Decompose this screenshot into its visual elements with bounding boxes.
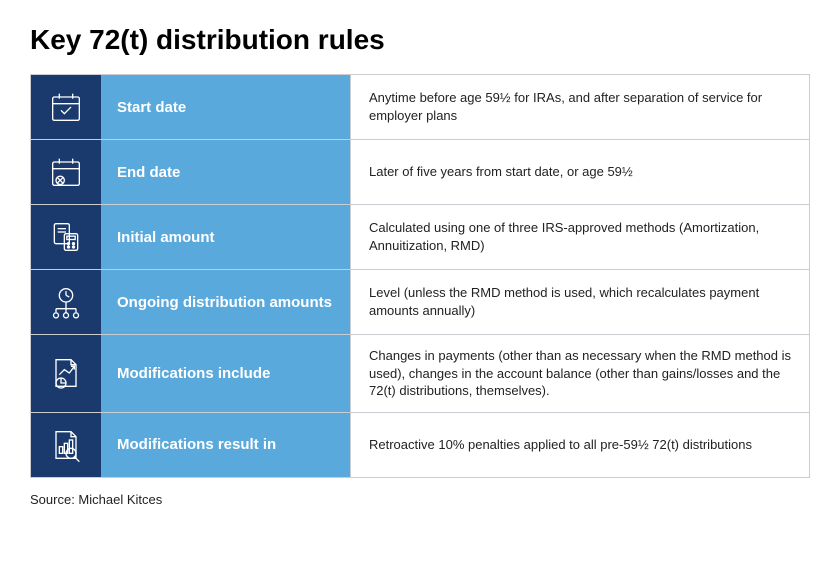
row-desc: Later of five years from start date, or … [351, 140, 809, 204]
row-label: Modifications include [101, 335, 351, 412]
table-row: Ongoing distribution amounts Level (unle… [31, 270, 809, 335]
calendar-x-icon [31, 140, 101, 204]
clock-nodes-icon [31, 270, 101, 334]
doc-pie-arrow-icon [31, 335, 101, 412]
calculator-doc-icon [31, 205, 101, 269]
page-title: Key 72(t) distribution rules [30, 24, 810, 56]
doc-bar-magnify-icon [31, 413, 101, 477]
row-label: End date [101, 140, 351, 204]
row-label: Start date [101, 75, 351, 139]
row-desc: Retroactive 10% penalties applied to all… [351, 413, 809, 477]
table-row: End date Later of five years from start … [31, 140, 809, 205]
row-desc: Changes in payments (other than as neces… [351, 335, 809, 412]
rules-table: Start date Anytime before age 59½ for IR… [30, 74, 810, 478]
row-label: Modifications result in [101, 413, 351, 477]
row-label: Ongoing distribution amounts [101, 270, 351, 334]
table-row: Modifications result in Retroactive 10% … [31, 413, 809, 477]
row-label: Initial amount [101, 205, 351, 269]
row-desc: Level (unless the RMD method is used, wh… [351, 270, 809, 334]
source-attribution: Source: Michael Kitces [30, 492, 810, 507]
table-row: Start date Anytime before age 59½ for IR… [31, 75, 809, 140]
table-row: Modifications include Changes in payment… [31, 335, 809, 413]
calendar-check-icon [31, 75, 101, 139]
row-desc: Anytime before age 59½ for IRAs, and aft… [351, 75, 809, 139]
row-desc: Calculated using one of three IRS-approv… [351, 205, 809, 269]
table-row: Initial amount Calculated using one of t… [31, 205, 809, 270]
